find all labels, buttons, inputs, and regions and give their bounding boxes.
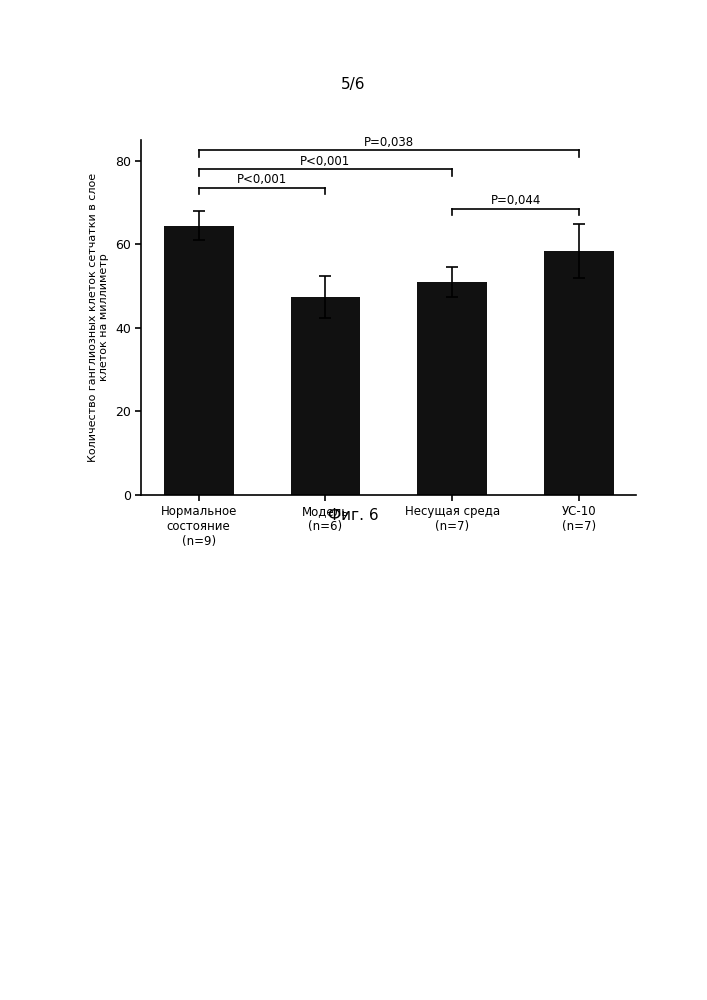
Bar (544, 251, 614, 495)
Text: P=0,044: P=0,044 (491, 194, 541, 207)
Bar (417, 282, 487, 495)
Bar (164, 226, 233, 495)
Text: Фиг. 6: Фиг. 6 (328, 508, 379, 522)
Text: P<0,001: P<0,001 (300, 155, 351, 168)
Text: P<0,001: P<0,001 (237, 173, 287, 186)
Y-axis label: Количество ганглиозных клеток сетчатки в слое
клеток на миллиметр: Количество ганглиозных клеток сетчатки в… (88, 173, 110, 462)
Text: 5/6: 5/6 (341, 78, 366, 93)
Text: P=0,038: P=0,038 (364, 136, 414, 149)
Bar (291, 297, 361, 495)
